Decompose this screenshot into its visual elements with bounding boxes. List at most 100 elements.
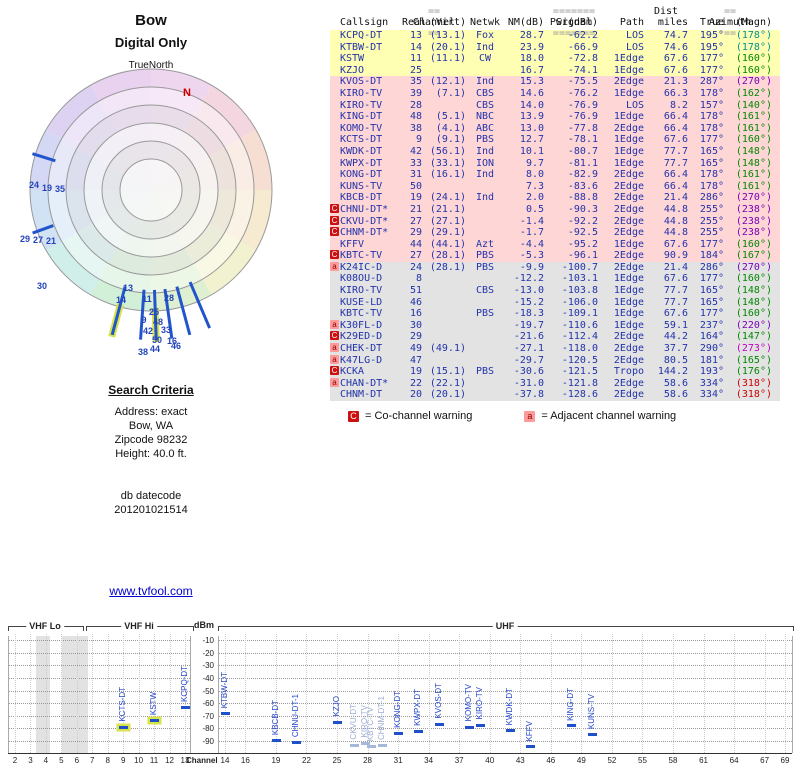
cell-pwr: -109.1 (561, 308, 598, 320)
cell-true: 195° (699, 41, 724, 53)
dbm-gridline (218, 690, 792, 692)
cell-real: 33 (409, 157, 422, 169)
radar-channel-label: 25 (149, 307, 159, 317)
cell-callsign: KVOS-DT (340, 76, 383, 88)
channel-gridline (15, 634, 16, 753)
bearing-line (175, 286, 192, 336)
station-label: KVOS-DT (433, 683, 443, 719)
cell-path: 2Edge (613, 331, 644, 343)
channel-gridline (76, 634, 78, 753)
cell-callsign: CHAN-DT* (340, 377, 389, 389)
cell-magn: (178°) (735, 30, 772, 41)
cell-virt: (13.1) (429, 30, 466, 41)
dbm-gridline (8, 703, 190, 705)
dbm-gridline (218, 652, 792, 654)
cell-magn: (220°) (735, 319, 772, 331)
cell-miles: 67.6 (663, 64, 688, 76)
radar-channel-label: 29 (20, 234, 30, 244)
cell-virt (422, 331, 466, 343)
channel-tick-label: 49 (576, 756, 586, 765)
table-row: K08OU-D 8 -12.2 -103.1 1Edge 67.6 177° (160°) (330, 273, 780, 286)
radar-ring (101, 140, 201, 240)
cell-real: 19 (409, 366, 422, 378)
cell-virt (422, 65, 466, 77)
cell-nm: -29.7 (513, 354, 544, 366)
channel-tick-label: 67 (760, 756, 770, 765)
cell-true: 177° (699, 238, 724, 250)
channel-gridline (245, 634, 247, 753)
channel-tick-label: 25 (332, 756, 342, 765)
cell-true: 164° (699, 331, 724, 343)
cell-pwr: -78.1 (567, 134, 598, 146)
cell-magn: (160°) (735, 308, 772, 320)
cell-path: 1Edge (613, 273, 644, 285)
cell-warn (330, 297, 340, 309)
radar-channel-label: 24 (29, 180, 39, 190)
cell-virt: (33.1) (429, 157, 466, 169)
group-header-azimuth: == Azimuth == (708, 6, 752, 39)
cell-magn: (178°) (735, 41, 772, 53)
cell-pwr: -110.6 (561, 319, 598, 331)
table-row: KVOS-DT 35 (12.1) Ind 15.3 -75.5 2Edge 21.3 287°… (330, 76, 780, 88)
channel-gridline (154, 634, 156, 753)
radar-channel-label: 27 (33, 235, 43, 245)
cell-netwk (466, 343, 504, 355)
search-criteria-panel: Search Criteria Address: exact Bow, WA Zip… (0, 383, 302, 517)
radar-channel-label: 14 (116, 295, 126, 305)
cell-virt: (12.1) (429, 76, 466, 88)
search-criteria-lines: Address: exact Bow, WA Zipcode 98232 Height… (0, 405, 302, 517)
cell-warn: a (330, 377, 340, 390)
cell-miles: 66.3 (663, 87, 688, 99)
cell-miles: 67.6 (663, 273, 688, 285)
table-row: C K29ED-D 29 -21.6 -112.4 2Edge 44.2 164° (147°) (330, 331, 780, 344)
channel-tick-label: 69 (780, 756, 790, 765)
cell-magn: (161°) (735, 169, 772, 181)
table-row: a K30FL-D 30 -19.7 -110.6 1Edge 59.1 237° (220°) (330, 319, 780, 332)
dbm-tick-label: -70 (202, 711, 214, 721)
cell-true: 334° (699, 389, 724, 401)
cell-warn: a (330, 354, 340, 367)
cochannel-warning-icon: C (330, 203, 339, 213)
cell-virt (422, 100, 466, 112)
cell-real: 51 (409, 285, 422, 297)
tvfool-link[interactable]: www.tvfool.com (109, 584, 193, 598)
cell-miles: 21.4 (663, 192, 688, 204)
channel-tick-label: 8 (105, 756, 110, 765)
cell-real: 8 (415, 273, 422, 285)
table-row: KIRO-TV 51 CBS -13.0 -103.8 1Edge 77.7 165° (148… (330, 285, 780, 297)
cell-path: LOS (625, 41, 644, 53)
cell-miles: 80.5 (663, 354, 688, 366)
station-bar (587, 732, 597, 736)
channel-gridline (428, 634, 430, 753)
table-row: KOMO-TV 38 (4.1) ABC 13.0 -77.8 2Edge 66.4 178° (… (330, 122, 780, 135)
cell-callsign: KIRO-TV (340, 285, 383, 297)
table-row: KZJO 25 16.7 -74.1 1Edge 67.6 177° (160°) (330, 64, 780, 77)
cell-warn: a (330, 319, 340, 332)
cell-netwk: Azt (475, 238, 495, 250)
cell-warn: C (330, 366, 340, 378)
cell-virt: (22.1) (429, 377, 466, 389)
dbm-tick-label: -60 (202, 699, 214, 709)
cell-magn: (160°) (735, 64, 772, 76)
cell-path: 2Edge (613, 122, 644, 134)
cell-warn: C (330, 250, 340, 262)
channel-gridline (367, 634, 369, 753)
bearing-line (32, 224, 54, 235)
cell-virt: (11.1) (429, 53, 466, 65)
dbm-tick-label: -50 (202, 686, 214, 696)
channel-gridline (169, 634, 171, 753)
adjacent-warning-icon: a (330, 377, 339, 387)
cell-miles: 67.6 (663, 134, 688, 146)
cell-netwk (466, 355, 504, 367)
cochannel-legend-text: = Co-channel warning (365, 410, 473, 422)
station-label: KWPX-DT (413, 688, 423, 726)
station-bar (366, 745, 376, 748)
channel-gridline (550, 634, 552, 753)
radar-channel-label: 19 (42, 183, 52, 193)
cell-netwk: CBS (475, 99, 495, 111)
cell-virt (422, 181, 466, 193)
station-label: KIRO-TV (474, 687, 484, 720)
channel-tick-label: 58 (668, 756, 678, 765)
cell-real: 39 (409, 87, 422, 99)
cell-magn: (161°) (735, 180, 772, 192)
